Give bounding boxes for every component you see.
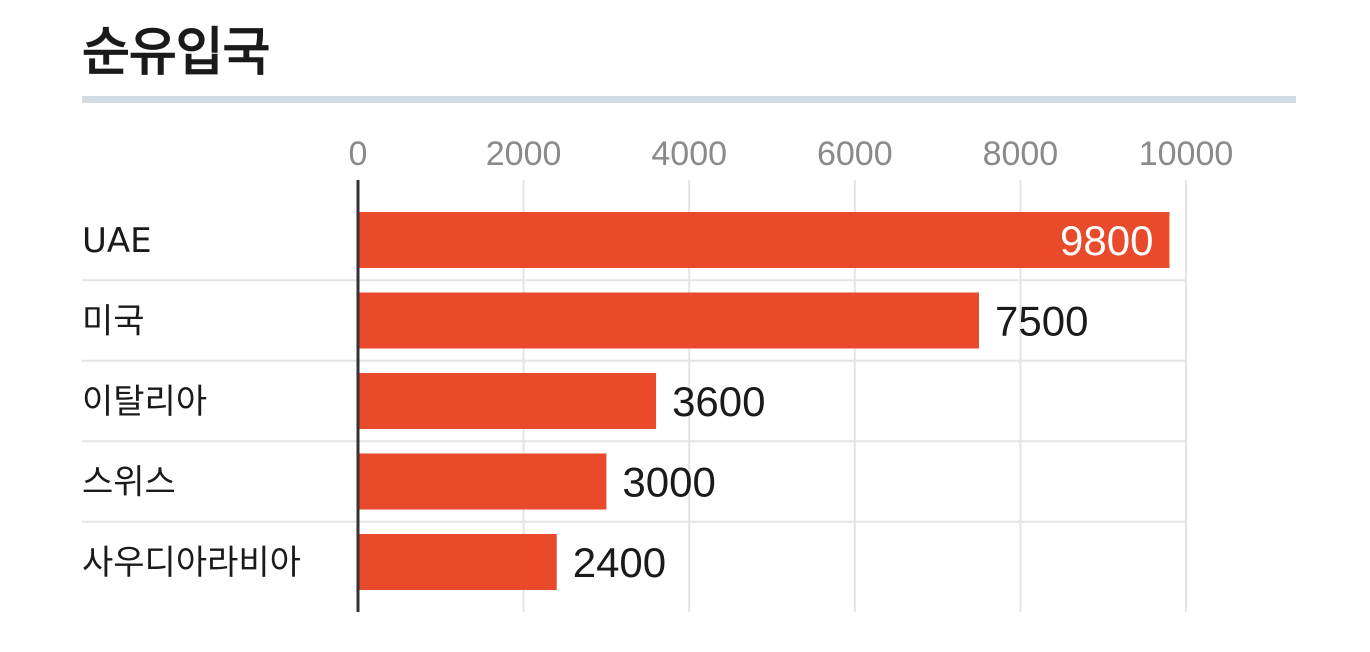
value-label: 7500: [995, 298, 1088, 345]
category-label: UAE: [82, 221, 152, 261]
category-label: 사우디아라비아: [82, 543, 301, 583]
bar: [358, 453, 607, 510]
x-tick-label: 0: [349, 135, 368, 173]
value-label: 3000: [622, 459, 715, 506]
value-label: 2400: [573, 539, 666, 586]
bar: [358, 534, 557, 590]
value-label: 9800: [1060, 217, 1153, 264]
bar: [358, 292, 979, 349]
x-tick-label: 4000: [651, 135, 727, 173]
value-label: 3600: [672, 378, 765, 425]
x-tick-label: 8000: [983, 135, 1059, 173]
title-underline: [82, 96, 1296, 103]
category-label: 미국: [82, 302, 145, 342]
x-tick-label: 6000: [817, 135, 893, 173]
bar: [358, 212, 1170, 268]
x-tick-label: 2000: [486, 135, 562, 173]
chart-title: 순유입국: [82, 23, 270, 83]
category-label: 이탈리아: [82, 382, 207, 422]
category-label: 스위스: [82, 463, 176, 503]
x-tick-label: 10000: [1139, 135, 1234, 173]
bar: [358, 373, 657, 429]
